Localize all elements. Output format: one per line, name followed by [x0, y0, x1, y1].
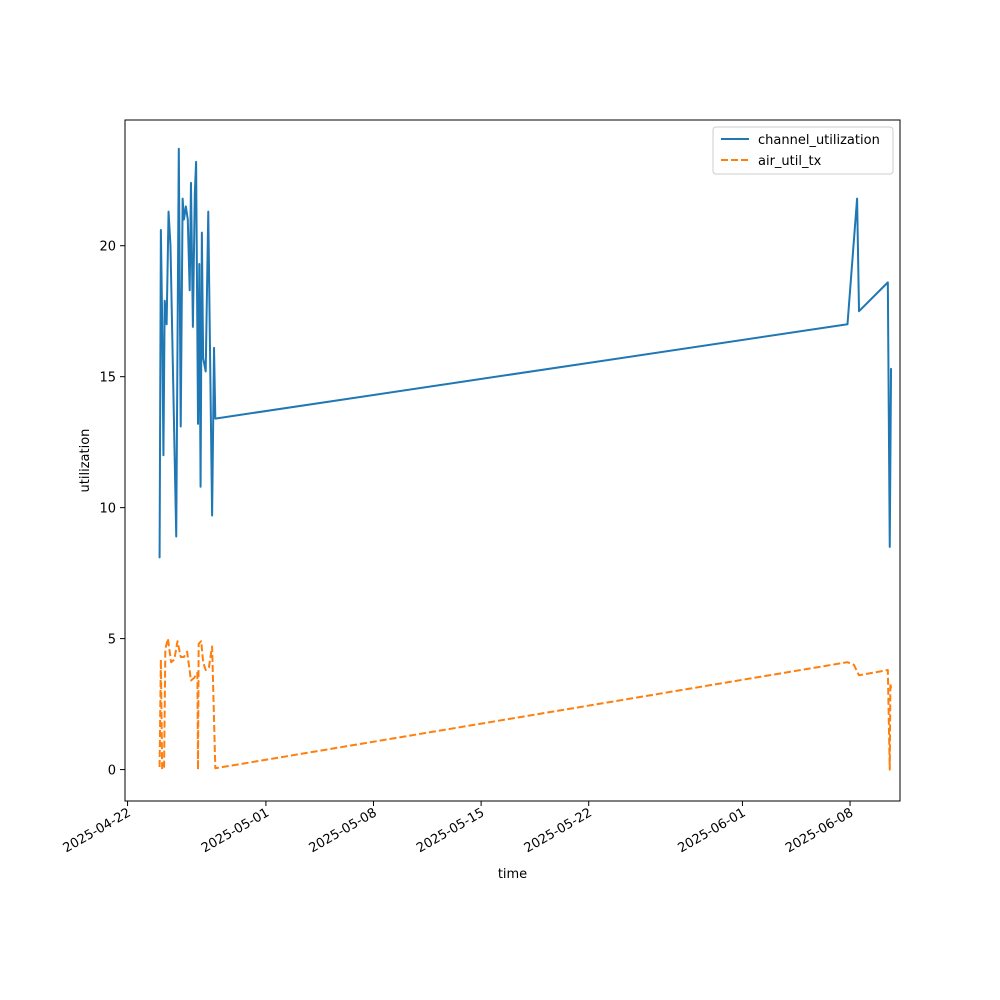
x-tick-label: 2025-05-08 [307, 805, 380, 856]
legend-label-channel-utilization: channel_utilization [758, 133, 880, 148]
y-axis-label: utilization [78, 429, 93, 493]
x-tick-label: 2025-06-08 [783, 805, 856, 856]
plot-frame [124, 119, 901, 802]
x-tick-label: 2025-04-22 [61, 805, 134, 856]
x-tick-label: 2025-06-01 [675, 805, 748, 856]
x-axis-label: time [498, 867, 527, 882]
series-line-air-util-tx [158, 637, 893, 771]
legend: channel_utilization air_util_tx [712, 126, 894, 175]
x-tick-label: 2025-05-15 [414, 805, 487, 856]
series-line-channel-utilization [158, 147, 893, 559]
y-tick-label: 10 [99, 502, 116, 517]
y-tick-label: 15 [99, 371, 116, 386]
x-tick-label: 2025-05-22 [522, 805, 595, 856]
y-tick-label: 20 [99, 240, 116, 255]
y-tick-label: 0 [108, 764, 116, 779]
y-axis: 0 5 10 15 20 [99, 240, 125, 779]
legend-box [712, 126, 894, 175]
x-axis: 2025-04-22 2025-05-01 2025-05-08 2025-05-15… [61, 801, 856, 856]
y-tick-label: 5 [108, 633, 116, 648]
x-tick-label: 2025-05-01 [199, 805, 272, 856]
series-layer [158, 147, 893, 771]
legend-label-air-util-tx: air_util_tx [758, 154, 822, 169]
